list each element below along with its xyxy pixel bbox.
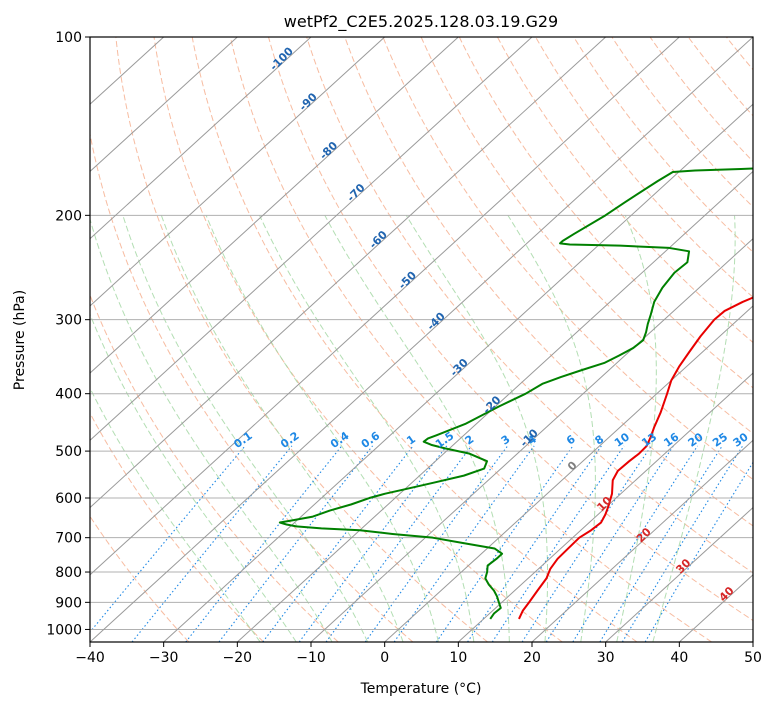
x-tick-label: 40 <box>670 650 688 666</box>
y-tick-label: 600 <box>55 491 82 507</box>
y-tick-label: 500 <box>55 444 82 460</box>
y-tick-label: 200 <box>55 208 82 224</box>
y-axis-label: Pressure (hPa) <box>12 290 28 390</box>
x-tick-label: 50 <box>744 650 762 666</box>
y-tick-label: 400 <box>55 387 82 403</box>
x-tick-label: −10 <box>296 650 326 666</box>
y-tick-label: 800 <box>55 565 82 581</box>
x-tick-label: 20 <box>523 650 541 666</box>
y-tick-label: 100 <box>55 30 82 46</box>
y-tick-label: 300 <box>55 313 82 329</box>
y-tick-label: 700 <box>55 531 82 547</box>
x-tick-label: 10 <box>449 650 467 666</box>
x-axis-label: Temperature (°C) <box>360 681 482 697</box>
y-tick-label: 900 <box>55 595 82 611</box>
y-tick-label: 1000 <box>46 622 82 638</box>
x-tick-label: 0 <box>380 650 389 666</box>
x-tick-label: −30 <box>149 650 179 666</box>
x-tick-label: 30 <box>597 650 615 666</box>
x-tick-label: −40 <box>75 650 105 666</box>
chart-title: wetPf2_C2E5.2025.128.03.19.G29 <box>284 12 558 32</box>
x-tick-label: −20 <box>223 650 253 666</box>
